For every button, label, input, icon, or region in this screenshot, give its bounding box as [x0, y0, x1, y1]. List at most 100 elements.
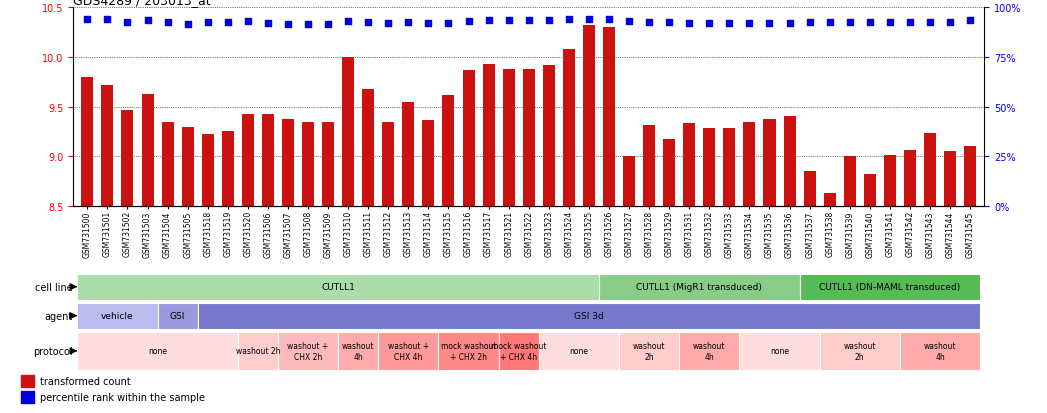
Bar — [723, 129, 735, 206]
Bar — [242, 114, 253, 206]
FancyBboxPatch shape — [439, 332, 498, 370]
Point — [260, 21, 276, 27]
Bar — [202, 135, 214, 206]
FancyBboxPatch shape — [820, 332, 900, 370]
Point — [220, 20, 237, 26]
Bar — [522, 70, 535, 206]
Point — [801, 20, 818, 26]
Text: washout 2h: washout 2h — [236, 347, 281, 356]
Point — [380, 21, 397, 27]
Bar — [684, 123, 695, 206]
Bar — [362, 90, 374, 206]
Bar — [21, 375, 34, 387]
Bar — [181, 127, 194, 206]
Bar — [643, 125, 655, 206]
Bar — [904, 151, 916, 206]
FancyBboxPatch shape — [77, 274, 599, 300]
Text: none: none — [570, 347, 588, 356]
Point — [79, 17, 95, 24]
Text: protocol: protocol — [34, 346, 73, 356]
FancyBboxPatch shape — [378, 332, 439, 370]
Bar — [603, 28, 615, 206]
FancyBboxPatch shape — [77, 332, 238, 370]
Point — [941, 20, 958, 26]
FancyBboxPatch shape — [338, 332, 378, 370]
Bar — [503, 70, 515, 206]
Point — [520, 18, 537, 24]
Point — [420, 21, 437, 27]
Point — [621, 19, 638, 26]
FancyBboxPatch shape — [277, 332, 338, 370]
Text: agent: agent — [45, 311, 73, 321]
Point — [240, 19, 257, 26]
Bar — [121, 110, 133, 206]
Point — [781, 21, 798, 27]
Bar — [402, 102, 415, 206]
Point — [761, 21, 778, 27]
Point — [921, 20, 938, 26]
Point — [601, 17, 618, 24]
Point — [821, 20, 838, 26]
Bar — [583, 26, 595, 206]
Text: washout
2h: washout 2h — [632, 342, 665, 361]
Point — [481, 18, 497, 24]
Bar — [864, 175, 876, 206]
Text: washout +
CHX 2h: washout + CHX 2h — [288, 342, 329, 361]
Bar — [302, 122, 314, 206]
Text: washout
4h: washout 4h — [342, 342, 375, 361]
FancyBboxPatch shape — [238, 332, 277, 370]
Point — [641, 20, 658, 26]
Text: CUTLL1: CUTLL1 — [321, 282, 355, 292]
Bar — [483, 65, 494, 206]
Point — [360, 20, 377, 26]
Text: mock washout
+ CHX 2h: mock washout + CHX 2h — [441, 342, 496, 361]
Bar — [282, 119, 294, 206]
FancyBboxPatch shape — [739, 332, 820, 370]
Point — [661, 20, 677, 26]
Bar — [262, 114, 274, 206]
Point — [580, 17, 597, 24]
Bar — [623, 157, 636, 206]
FancyBboxPatch shape — [157, 303, 198, 329]
Point — [862, 20, 878, 26]
FancyBboxPatch shape — [619, 332, 680, 370]
Point — [179, 22, 196, 28]
Text: percentile rank within the sample: percentile rank within the sample — [40, 392, 205, 402]
Bar — [743, 122, 756, 206]
Bar — [422, 120, 435, 206]
Point — [139, 18, 156, 24]
Point — [681, 21, 697, 27]
Text: none: none — [770, 347, 789, 356]
Point — [882, 20, 898, 26]
Text: GSI: GSI — [170, 311, 185, 320]
Text: washout
2h: washout 2h — [844, 342, 876, 361]
Bar — [824, 194, 836, 206]
Bar — [884, 156, 896, 206]
Point — [340, 19, 357, 26]
Text: GSI 3d: GSI 3d — [574, 311, 604, 320]
Point — [962, 18, 979, 24]
Point — [440, 21, 456, 27]
Text: washout
4h: washout 4h — [693, 342, 726, 361]
Bar — [82, 78, 93, 206]
FancyBboxPatch shape — [599, 274, 800, 300]
FancyBboxPatch shape — [198, 303, 980, 329]
Bar — [663, 140, 675, 206]
Point — [199, 20, 216, 26]
Text: washout +
CHX 4h: washout + CHX 4h — [387, 342, 429, 361]
Bar — [322, 122, 334, 206]
Text: none: none — [148, 347, 168, 356]
Text: GDS4289 / 203013_at: GDS4289 / 203013_at — [73, 0, 210, 7]
Bar — [964, 147, 976, 206]
Point — [540, 18, 557, 24]
Point — [400, 20, 417, 26]
Bar — [944, 152, 956, 206]
Point — [901, 20, 918, 26]
Text: CUTLL1 (DN-MAML transduced): CUTLL1 (DN-MAML transduced) — [819, 282, 960, 292]
FancyBboxPatch shape — [680, 332, 739, 370]
Bar — [804, 172, 816, 206]
Point — [700, 21, 717, 27]
Bar — [763, 119, 776, 206]
Bar — [222, 132, 233, 206]
Bar — [21, 392, 34, 403]
